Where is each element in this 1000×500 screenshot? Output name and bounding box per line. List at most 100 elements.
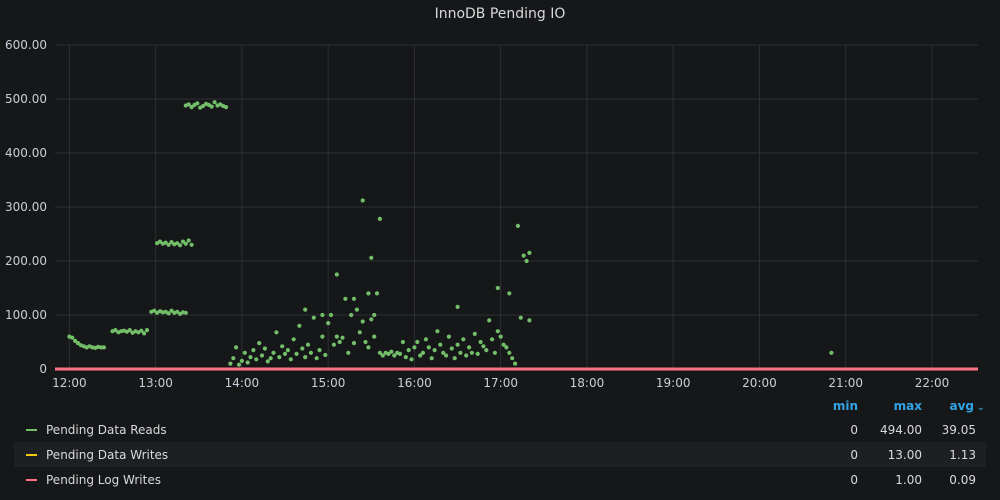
data-point-reads	[400, 339, 405, 345]
data-point-reads	[366, 291, 371, 296]
legend-min: 0	[850, 448, 858, 462]
data-point-reads	[492, 350, 497, 355]
y-tick-label: 500.00	[5, 92, 47, 106]
data-point-reads	[527, 318, 532, 323]
data-point-reads	[73, 338, 78, 343]
data-point-reads	[242, 350, 247, 355]
data-point-reads	[224, 105, 229, 110]
data-point-reads	[458, 350, 463, 355]
data-point-reads	[346, 350, 351, 355]
data-point-reads	[513, 361, 518, 366]
data-point-reads	[291, 337, 296, 342]
data-point-reads	[360, 198, 365, 203]
data-point-reads	[432, 348, 437, 353]
data-point-reads	[308, 350, 313, 355]
data-point-reads	[254, 357, 259, 362]
data-point-reads	[507, 291, 512, 296]
data-point-reads	[435, 329, 440, 334]
data-point-reads	[201, 103, 206, 109]
data-point-reads	[524, 258, 529, 264]
legend-max: 13.00	[887, 448, 922, 462]
data-point-reads	[127, 328, 132, 333]
data-point-reads	[331, 342, 336, 347]
y-tick-label: 600.00	[5, 38, 47, 52]
data-point-reads	[409, 357, 414, 362]
data-point-reads	[334, 272, 339, 277]
data-point-reads	[495, 329, 500, 334]
data-point-reads	[521, 253, 526, 258]
data-point-reads	[527, 250, 532, 255]
data-point-reads	[212, 100, 217, 105]
data-point-reads	[380, 353, 385, 358]
x-tick-label: 15:00	[311, 376, 346, 390]
data-point-reads	[444, 353, 449, 358]
data-point-reads	[163, 240, 168, 245]
data-point-reads	[236, 362, 242, 367]
data-point-reads	[386, 351, 391, 356]
legend-max: 494.00	[880, 423, 922, 437]
data-point-reads	[438, 342, 443, 347]
y-tick-label: 200.00	[5, 254, 47, 268]
legend-row-data-writes[interactable]: Pending Data Writes 0 13.00 1.13	[14, 442, 986, 467]
legend-header-min[interactable]: min	[832, 399, 858, 413]
data-point-reads	[340, 335, 345, 340]
legend-swatch-log-writes	[26, 479, 37, 481]
x-tick-label: 12:00	[52, 376, 87, 390]
data-point-reads	[426, 345, 431, 350]
data-point-reads	[366, 345, 371, 350]
data-point-reads	[467, 345, 472, 350]
data-point-reads	[420, 350, 426, 355]
data-point-reads	[337, 339, 342, 345]
chart-title: InnoDB Pending IO	[434, 6, 566, 22]
data-point-reads	[282, 351, 288, 356]
data-point-reads	[490, 337, 495, 342]
data-point-reads	[113, 328, 118, 333]
data-point-reads	[326, 321, 331, 326]
legend-avg: 0.09	[949, 473, 976, 487]
data-point-reads	[392, 353, 397, 358]
data-point-reads	[449, 346, 454, 351]
legend-swatch-data-reads	[26, 429, 37, 431]
data-point-reads	[175, 241, 180, 246]
data-point-reads	[478, 339, 483, 345]
legend-name[interactable]: Pending Log Writes	[46, 473, 161, 487]
data-point-reads	[75, 341, 81, 346]
data-point-reads	[372, 334, 377, 339]
data-point-reads	[455, 304, 460, 309]
legend-row-data-reads[interactable]: Pending Data Reads 0 494.00 39.05	[14, 417, 986, 442]
data-point-reads	[369, 317, 374, 322]
scatter-plot[interactable]: 0 100.00 200.00 300.00 400.00 500.00 600.00 12:…	[0, 0, 1000, 395]
legend-header-max[interactable]: max	[893, 399, 922, 413]
data-point-reads	[357, 330, 362, 335]
data-point-reads	[369, 255, 374, 260]
data-point-reads	[429, 356, 434, 361]
data-point-reads	[166, 242, 171, 247]
data-point-reads	[195, 101, 200, 106]
data-point-reads	[377, 216, 382, 221]
x-tick-label: 16:00	[397, 376, 432, 390]
data-point-reads	[101, 345, 106, 350]
legend-name[interactable]: Pending Data Reads	[46, 423, 167, 437]
data-point-reads	[397, 351, 403, 356]
legend-max: 1.00	[895, 473, 922, 487]
legend-min: 0	[850, 473, 858, 487]
legend-header-avg[interactable]: avg ⌄	[949, 399, 985, 413]
legend-name[interactable]: Pending Data Writes	[46, 448, 169, 462]
y-tick-label: 100.00	[5, 308, 47, 322]
data-point-reads	[518, 315, 523, 320]
legend-row-log-writes[interactable]: Pending Log Writes 0 1.00 0.09	[14, 467, 986, 492]
data-point-reads	[265, 359, 270, 364]
data-point-reads	[495, 285, 500, 291]
data-point-reads	[441, 350, 446, 355]
legend-swatch-data-writes	[26, 454, 37, 456]
data-point-reads	[372, 312, 377, 318]
x-tick-label: 14:00	[225, 376, 260, 390]
data-point-reads	[142, 331, 147, 336]
data-point-reads	[515, 223, 521, 228]
data-point-reads	[139, 328, 144, 333]
data-point-reads	[363, 339, 368, 345]
data-point-reads	[303, 355, 308, 360]
data-point-reads	[314, 356, 319, 361]
data-point-reads	[70, 335, 75, 340]
